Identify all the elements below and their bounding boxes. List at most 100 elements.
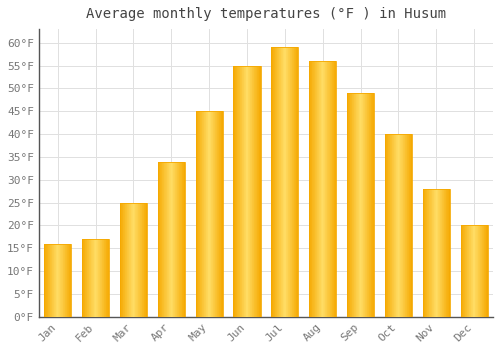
Bar [92, 239, 93, 317]
Bar [327, 61, 328, 317]
Bar [107, 239, 108, 317]
Bar [176, 161, 178, 317]
Bar [234, 65, 236, 317]
Bar [370, 93, 371, 317]
Bar [258, 65, 260, 317]
Bar [335, 61, 336, 317]
Bar [449, 189, 450, 317]
Bar [287, 47, 288, 317]
Bar [483, 225, 484, 317]
Bar [134, 203, 135, 317]
Bar [408, 134, 410, 317]
Bar [178, 161, 179, 317]
Bar [128, 203, 130, 317]
Bar [466, 225, 468, 317]
Bar [64, 244, 65, 317]
Bar [180, 161, 181, 317]
Bar [432, 189, 433, 317]
Bar [291, 47, 292, 317]
Bar [396, 134, 397, 317]
Bar [322, 61, 324, 317]
Bar [429, 189, 430, 317]
Bar [447, 189, 448, 317]
Bar [207, 111, 208, 317]
Bar [462, 225, 463, 317]
Bar [482, 225, 483, 317]
Bar [470, 225, 472, 317]
Bar [82, 239, 84, 317]
Bar [315, 61, 316, 317]
Bar [93, 239, 94, 317]
Bar [393, 134, 394, 317]
Bar [472, 225, 473, 317]
Bar [249, 65, 250, 317]
Bar [330, 61, 331, 317]
Bar [238, 65, 239, 317]
Bar [216, 111, 218, 317]
Bar [272, 47, 274, 317]
Bar [297, 47, 298, 317]
Bar [479, 225, 480, 317]
Bar [58, 244, 59, 317]
Bar [288, 47, 289, 317]
Bar [316, 61, 318, 317]
Bar [237, 65, 238, 317]
Bar [443, 189, 444, 317]
Bar [55, 244, 56, 317]
Bar [89, 239, 90, 317]
Bar [166, 161, 167, 317]
Bar [103, 239, 104, 317]
Bar [368, 93, 370, 317]
Bar [433, 189, 434, 317]
Bar [438, 189, 439, 317]
Bar [120, 203, 121, 317]
Bar [476, 225, 477, 317]
Bar [312, 61, 313, 317]
Bar [245, 65, 246, 317]
Bar [436, 189, 437, 317]
Bar [45, 244, 46, 317]
Bar [296, 47, 297, 317]
Bar [325, 61, 326, 317]
Bar [310, 61, 311, 317]
Bar [213, 111, 214, 317]
Bar [197, 111, 198, 317]
Bar [159, 161, 160, 317]
Bar [70, 244, 72, 317]
Bar [399, 134, 400, 317]
Bar [182, 161, 183, 317]
Bar [65, 244, 66, 317]
Bar [364, 93, 366, 317]
Bar [46, 244, 47, 317]
Bar [460, 225, 461, 317]
Bar [163, 161, 164, 317]
Bar [68, 244, 70, 317]
Bar [52, 244, 53, 317]
Bar [366, 93, 368, 317]
Bar [431, 189, 432, 317]
Bar [211, 111, 212, 317]
Bar [108, 239, 109, 317]
Bar [105, 239, 106, 317]
Bar [271, 47, 272, 317]
Bar [285, 47, 286, 317]
Bar [480, 225, 481, 317]
Bar [474, 225, 475, 317]
Bar [428, 189, 429, 317]
Bar [437, 189, 438, 317]
Bar [95, 239, 96, 317]
Bar [137, 203, 138, 317]
Bar [405, 134, 406, 317]
Bar [96, 239, 97, 317]
Bar [446, 189, 447, 317]
Bar [464, 225, 466, 317]
Bar [98, 239, 99, 317]
Bar [444, 189, 445, 317]
Bar [84, 239, 86, 317]
Bar [121, 203, 122, 317]
Bar [144, 203, 145, 317]
Bar [373, 93, 374, 317]
Bar [394, 134, 395, 317]
Bar [402, 134, 403, 317]
Bar [136, 203, 137, 317]
